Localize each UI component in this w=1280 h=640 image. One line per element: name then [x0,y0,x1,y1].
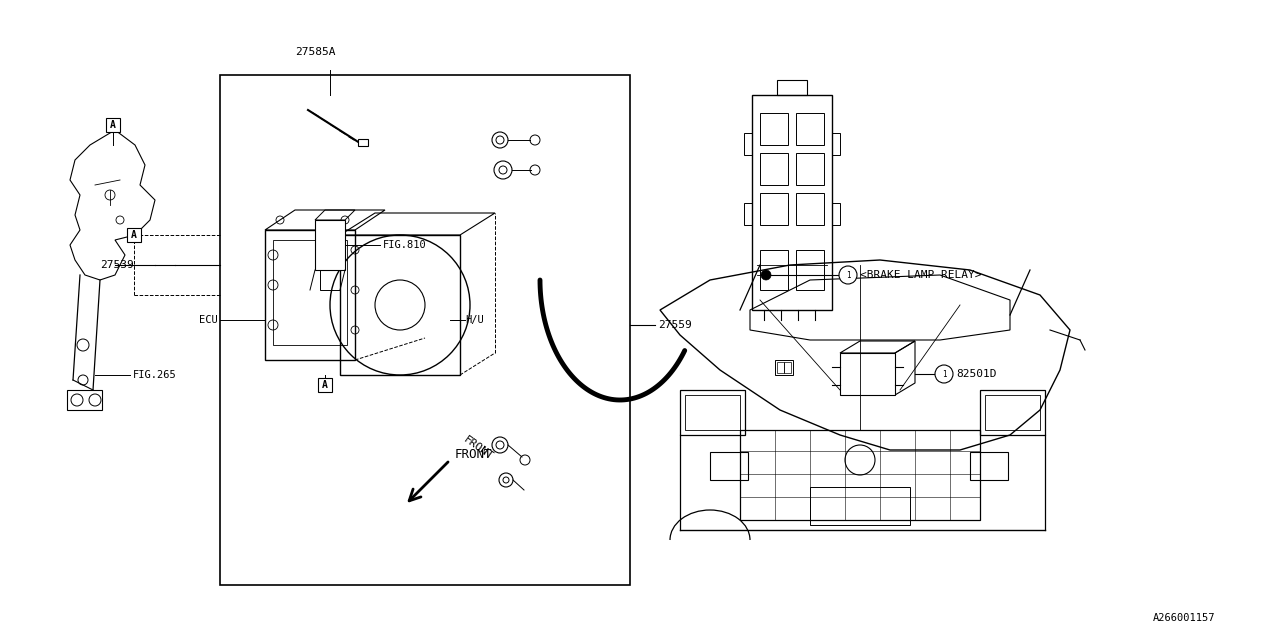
Bar [67,390,102,410]
Bar [320,270,340,290]
Text: A: A [110,120,116,130]
Text: A: A [131,230,137,240]
Text: 1: 1 [846,271,850,280]
Bar [753,95,832,310]
Text: A266001157: A266001157 [1152,613,1215,623]
Bar [970,452,1009,480]
Text: FIG.265: FIG.265 [133,370,177,380]
Bar [106,118,120,132]
Circle shape [934,365,954,383]
Bar [840,353,895,395]
Text: 27585A: 27585A [294,47,335,57]
Text: ECU: ECU [200,315,218,325]
Bar [796,113,824,145]
Bar [832,203,840,225]
Circle shape [762,270,771,280]
Bar [760,153,788,185]
Bar [317,378,332,392]
Bar [980,390,1044,435]
Text: A: A [323,380,328,390]
Text: 1: 1 [942,369,946,378]
Text: FRONT: FRONT [454,449,493,461]
Bar [986,395,1039,430]
Bar [777,80,806,95]
Bar [796,250,824,290]
Bar [220,75,630,585]
Bar [796,153,824,185]
Bar [760,250,788,290]
Bar [760,193,788,225]
Bar [832,133,840,155]
Bar [740,430,980,520]
Text: H/U: H/U [465,315,484,325]
Text: FRONT: FRONT [462,435,495,462]
Bar [785,362,791,373]
Text: 27559: 27559 [658,320,691,330]
Text: <BRAKE LAMP RELAY>: <BRAKE LAMP RELAY> [860,270,982,280]
Bar [744,203,753,225]
Bar [777,362,785,373]
Bar [760,113,788,145]
Bar [796,193,824,225]
Bar [710,452,748,480]
Bar [774,360,794,375]
Bar [315,220,346,270]
Text: 27539: 27539 [100,260,133,270]
Bar [358,139,369,146]
Circle shape [838,266,858,284]
Bar [265,230,355,360]
Bar [680,390,745,435]
Bar [127,228,141,242]
Bar [340,235,460,375]
Bar [273,240,347,345]
Text: FIG.810: FIG.810 [383,240,426,250]
Bar [744,133,753,155]
Bar [685,395,740,430]
Bar [810,487,910,525]
Text: 82501D: 82501D [956,369,997,379]
